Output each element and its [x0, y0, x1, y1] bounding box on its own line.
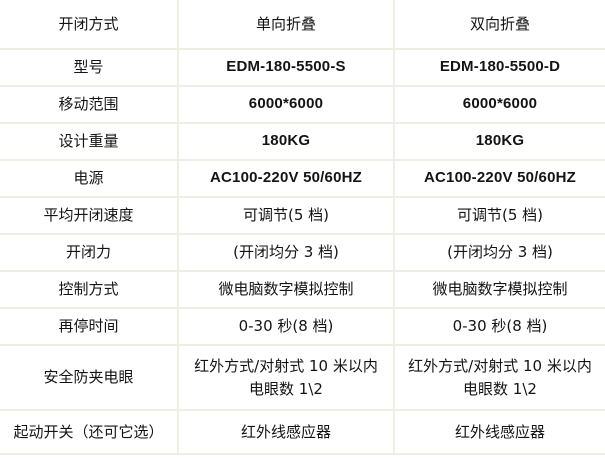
double-fold-cell: 6000*6000 — [393, 86, 605, 123]
row-label-cell: 设计重量 — [0, 123, 179, 160]
double-fold-cell: AC100-220V 50/60HZ — [393, 160, 605, 197]
table-row: 开闭力 (开闭均分 3 档) (开闭均分 3 档) — [0, 234, 605, 271]
single-fold-cell: 红外方式/对射式 10 米以内 电眼数 1\2 — [177, 345, 395, 410]
row-label-cell: 安全防夹电眼 — [0, 345, 179, 410]
table-row: 移动范围 6000*6000 6000*6000 — [0, 86, 605, 123]
row-label-cell: 起动开关（还可它选） — [0, 410, 179, 454]
single-fold-cell: AC100-220V 50/60HZ — [177, 160, 395, 197]
double-fold-cell: EDM-180-5500-D — [393, 49, 605, 86]
single-fold-cell: 红外线感应器 — [177, 410, 395, 454]
row-label-cell: 再停时间 — [0, 308, 179, 345]
row-label-cell: 移动范围 — [0, 86, 179, 123]
single-fold-cell: 180KG — [177, 123, 395, 160]
row-label-cell: 型号 — [0, 49, 179, 86]
table-row: 起动开关（还可它选） 红外线感应器 红外线感应器 — [0, 410, 605, 454]
double-fold-cell: 红外线感应器 — [393, 410, 605, 454]
double-fold-cell: 180KG — [393, 123, 605, 160]
single-fold-cell: 可调节(5 档) — [177, 197, 395, 234]
table-row: 设计重量 180KG 180KG — [0, 123, 605, 160]
row-label-cell: 平均开闭速度 — [0, 197, 179, 234]
double-fold-cell: 红外方式/对射式 10 米以内 电眼数 1\2 — [393, 345, 605, 410]
table-row: 控制方式 微电脑数字模拟控制 微电脑数字模拟控制 — [0, 271, 605, 308]
double-fold-cell: 0-30 秒(8 档) — [393, 308, 605, 345]
table-row: 电源 AC100-220V 50/60HZ AC100-220V 50/60HZ — [0, 160, 605, 197]
double-fold-cell: 可调节(5 档) — [393, 197, 605, 234]
table-body: 开闭方式 单向折叠 双向折叠 型号 EDM-180-5500-S EDM-180-5… — [0, 0, 605, 454]
table-row: 再停时间 0-30 秒(8 档) 0-30 秒(8 档) — [0, 308, 605, 345]
single-fold-cell: 微电脑数字模拟控制 — [177, 271, 395, 308]
row-label-cell: 开闭力 — [0, 234, 179, 271]
single-fold-cell: 0-30 秒(8 档) — [177, 308, 395, 345]
double-fold-cell: 微电脑数字模拟控制 — [393, 271, 605, 308]
table-row: 型号 EDM-180-5500-S EDM-180-5500-D — [0, 49, 605, 86]
table-row: 平均开闭速度 可调节(5 档) 可调节(5 档) — [0, 197, 605, 234]
row-label-cell: 电源 — [0, 160, 179, 197]
table-header-row: 开闭方式 单向折叠 双向折叠 — [0, 0, 605, 49]
single-fold-cell: EDM-180-5500-S — [177, 49, 395, 86]
header-cell-mode: 开闭方式 — [0, 0, 179, 49]
double-fold-cell: (开闭均分 3 档) — [393, 234, 605, 271]
single-fold-cell: 6000*6000 — [177, 86, 395, 123]
header-cell-single-fold: 单向折叠 — [177, 0, 395, 49]
row-label-cell: 控制方式 — [0, 271, 179, 308]
header-cell-double-fold: 双向折叠 — [393, 0, 605, 49]
single-fold-cell: (开闭均分 3 档) — [177, 234, 395, 271]
table-row: 安全防夹电眼 红外方式/对射式 10 米以内 电眼数 1\2 红外方式/对射式 10… — [0, 345, 605, 410]
specification-table: 开闭方式 单向折叠 双向折叠 型号 EDM-180-5500-S EDM-180-5… — [0, 0, 605, 454]
